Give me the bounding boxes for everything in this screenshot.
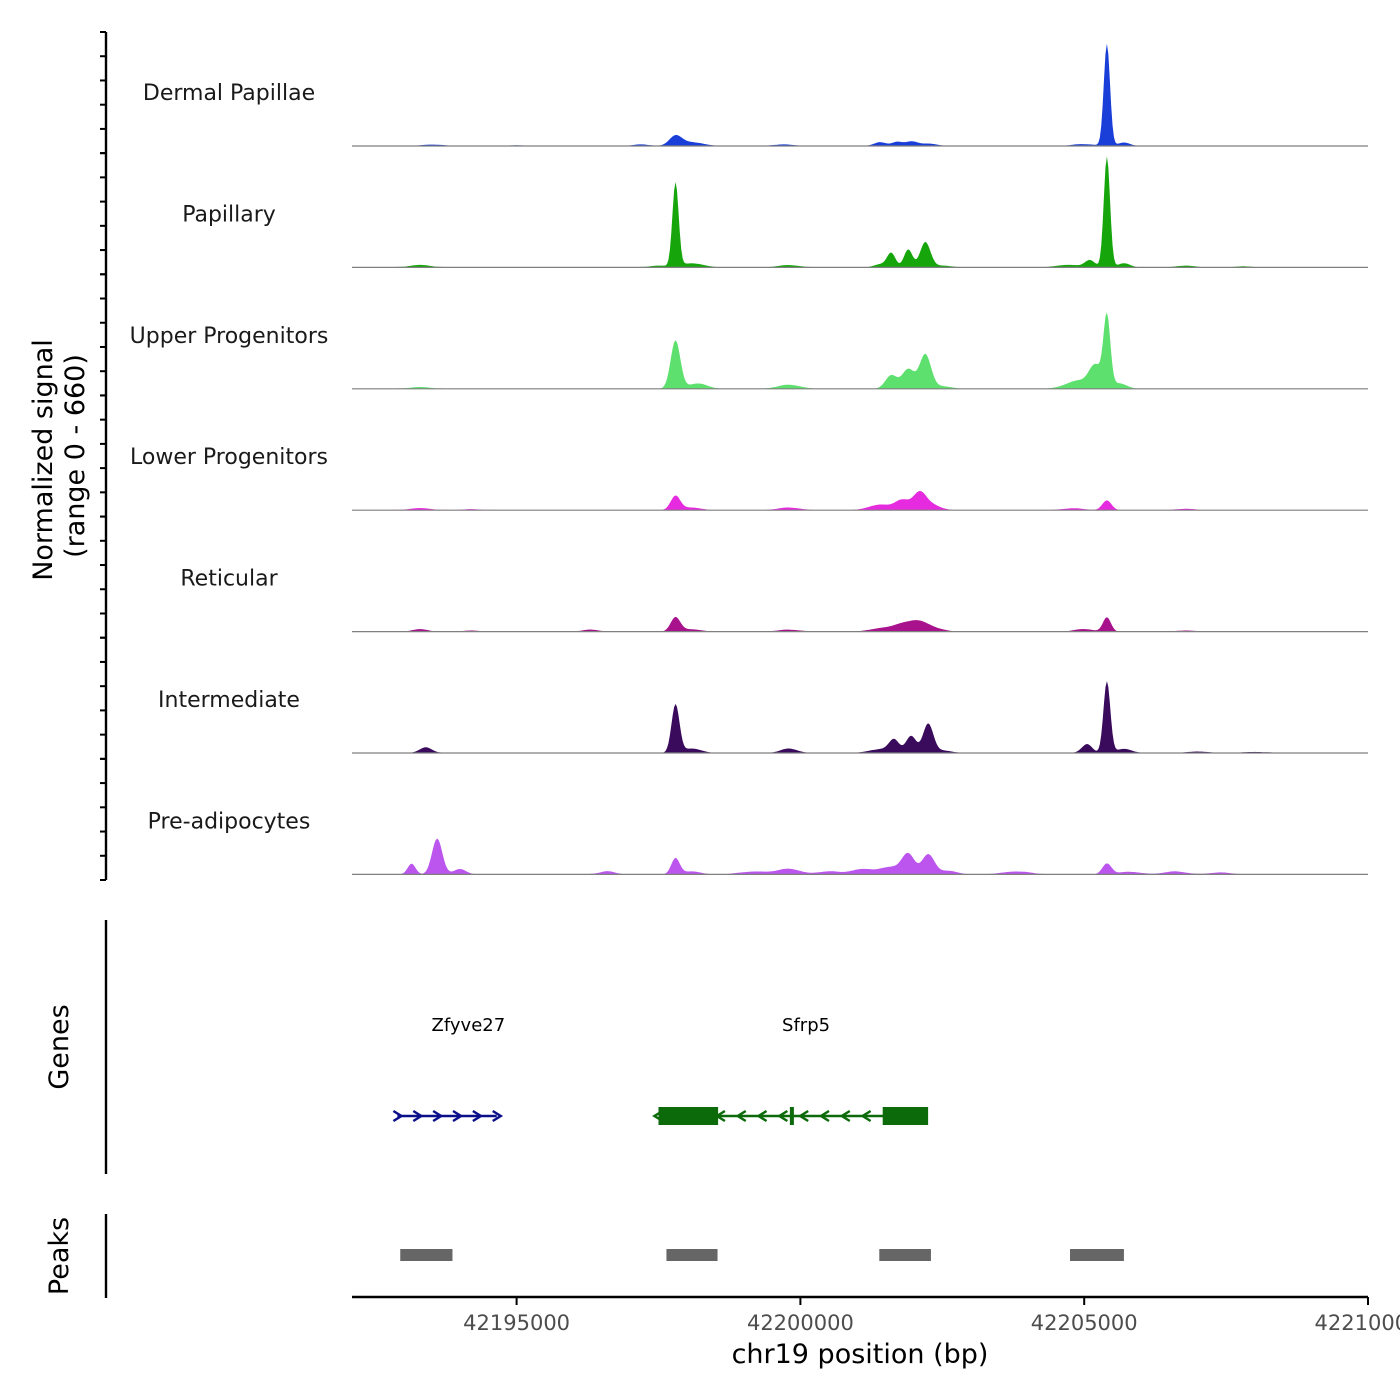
strand-arrow [472, 1109, 484, 1123]
track-label: Pre-adipocytes [148, 809, 311, 834]
strand-arrow [818, 1109, 830, 1123]
track-label: Lower Progenitors [130, 445, 328, 470]
peaks-ylabel: Peaks [44, 1217, 75, 1295]
strand-arrow [452, 1109, 464, 1123]
signal-area-dermal-papillae [352, 43, 1368, 146]
peak-region-bar [666, 1249, 718, 1261]
track-label: Reticular [180, 567, 278, 592]
track-labels: Dermal Papillae Papillary Upper Progenitor… [130, 81, 329, 834]
strand-arrow [392, 1109, 404, 1123]
gene-exon [882, 1107, 929, 1125]
gene-sfrp5: Sfrp5 [652, 1015, 929, 1125]
x-tick-label: 42200000 [747, 1311, 854, 1335]
signal-area-pre-adipocytes [352, 838, 1368, 875]
strand-arrow [432, 1109, 444, 1123]
x-tick-label: 42210000 [1315, 1311, 1400, 1335]
gene-annotations: Zfyve27 Sfrp5 [392, 1015, 929, 1125]
x-tick-label: 42205000 [1031, 1311, 1138, 1335]
strand-arrow [756, 1109, 768, 1123]
gene-exon [658, 1107, 719, 1125]
peak-region-bar [400, 1249, 453, 1261]
gene-exon [789, 1107, 794, 1125]
strand-arrow [492, 1109, 504, 1123]
track-label: Upper Progenitors [130, 324, 329, 349]
strand-arrow [797, 1109, 809, 1123]
strand-arrow [839, 1109, 851, 1123]
signal-ylabel-line2: (range 0 - 660) [60, 354, 91, 558]
signal-area-reticular [352, 616, 1368, 632]
gene-label: Sfrp5 [782, 1015, 830, 1036]
signal-area-upper-progenitors [352, 312, 1368, 389]
x-axis-title: chr19 position (bp) [732, 1339, 989, 1370]
peak-region-bar [1070, 1249, 1124, 1261]
signal-axis [100, 31, 108, 881]
track-label: Dermal Papillae [143, 81, 315, 106]
gene-zfyve27: Zfyve27 [392, 1015, 506, 1123]
signal-area-lower-progenitors [352, 490, 1368, 511]
peak-regions [400, 1249, 1124, 1261]
strand-arrow [412, 1109, 424, 1123]
x-tick-label: 42195000 [463, 1311, 570, 1335]
peak-region-bar [879, 1249, 931, 1261]
strand-arrow [860, 1109, 872, 1123]
signal-area-papillary [352, 156, 1368, 268]
x-axis-ticks: 42195000 42200000 42205000 42210000 [463, 1297, 1400, 1335]
signal-area-intermediate [352, 681, 1368, 753]
track-label: Intermediate [158, 688, 300, 713]
genes-ylabel: Genes [44, 1004, 75, 1089]
gene-label: Zfyve27 [432, 1015, 506, 1036]
signal-ylabel-line1: Normalized signal [28, 339, 59, 581]
track-label: Papillary [182, 202, 276, 227]
signal-tracks [352, 43, 1368, 876]
strand-arrow [735, 1109, 747, 1123]
strand-arrow [777, 1109, 789, 1123]
